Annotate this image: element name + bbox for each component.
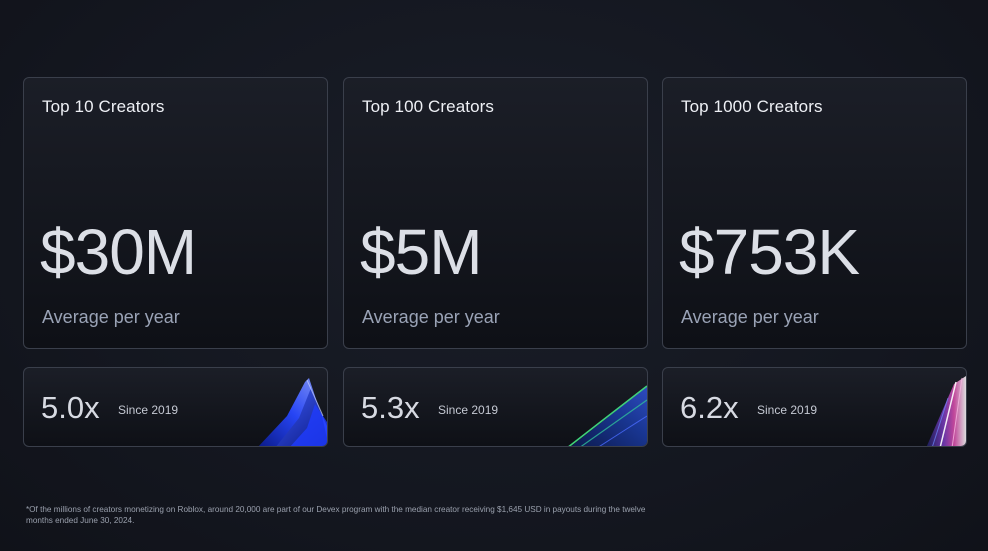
growth-multiplier: 6.2x	[680, 390, 739, 425]
card-title: Top 100 Creators	[362, 97, 495, 116]
growth-since-label: Since 2019	[118, 403, 179, 417]
growth-card-top-1000: 6.2x Since 2019	[662, 367, 967, 447]
card-subtitle: Average per year	[362, 307, 500, 327]
growth-since-label: Since 2019	[438, 403, 499, 417]
stat-card-top-100: Top 100 Creators $5M Average per year	[343, 77, 648, 349]
growth-multiplier: 5.0x	[41, 390, 100, 425]
card-title: Top 10 Creators	[42, 97, 165, 116]
growth-card-top-10: 5.0x Since 2019	[23, 367, 328, 447]
growth-card-top-100: 5.3x Since 2019	[343, 367, 648, 447]
card-subtitle: Average per year	[681, 307, 819, 327]
growth-multiplier: 5.3x	[361, 390, 420, 425]
crystal-shard-blue-icon	[258, 378, 327, 446]
crystal-shard-green-icon	[568, 385, 647, 446]
growth-since-label: Since 2019	[757, 403, 818, 417]
card-value: $5M	[360, 216, 482, 288]
footnote: *Of the millions of creators monetizing …	[26, 505, 646, 525]
stat-card-top-10: Top 10 Creators $30M Average per year	[23, 77, 328, 349]
stat-card-top-1000: Top 1000 Creators $753K Average per year	[662, 77, 967, 349]
card-value: $753K	[679, 216, 860, 288]
card-subtitle: Average per year	[42, 307, 180, 327]
card-value: $30M	[40, 216, 197, 288]
card-title: Top 1000 Creators	[681, 97, 823, 116]
crystal-shard-prism-icon	[926, 376, 966, 446]
